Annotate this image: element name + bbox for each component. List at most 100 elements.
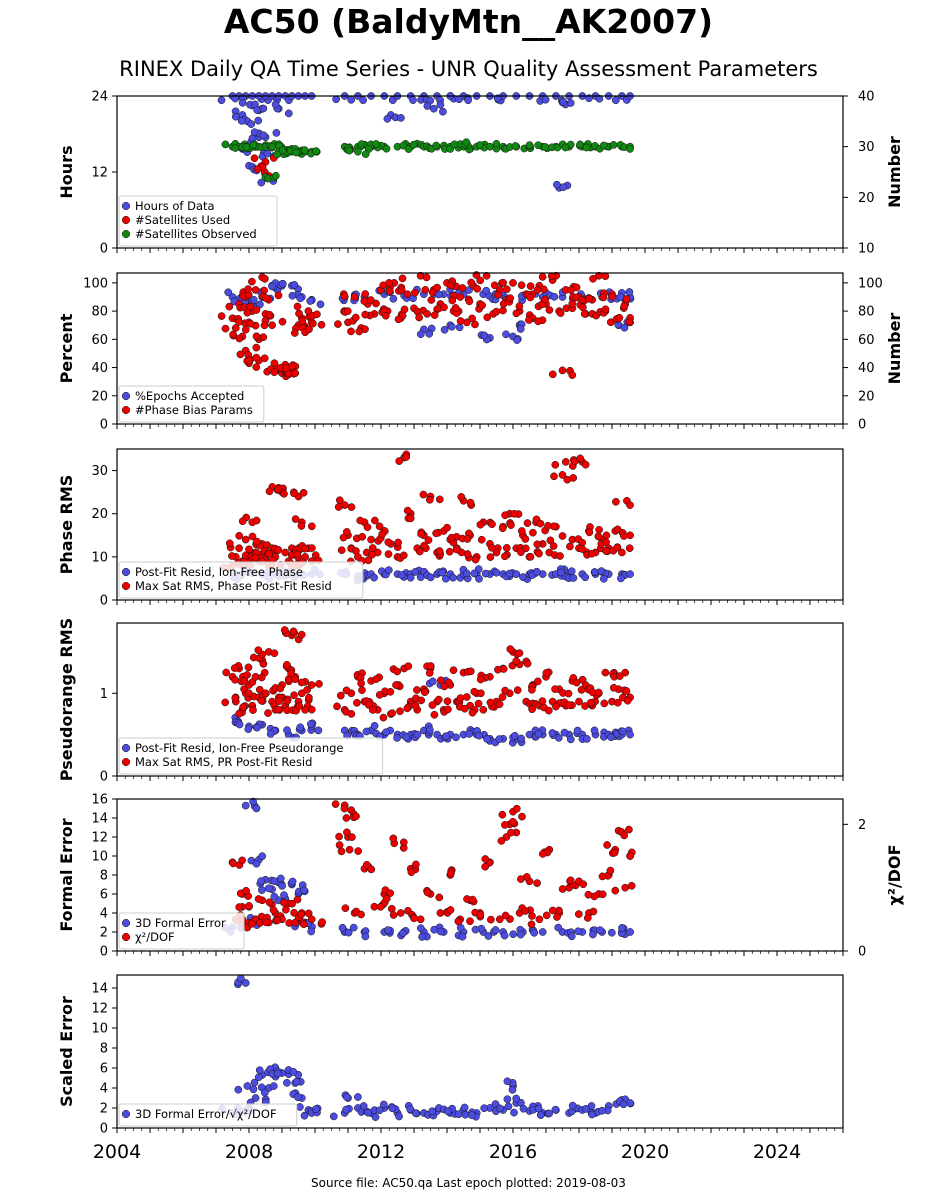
data-point-red [333, 702, 341, 711]
y-tick-label-right: 0 [858, 945, 866, 960]
data-point-red [558, 532, 567, 540]
data-point-red [443, 523, 451, 532]
data-point-blue [283, 1078, 291, 1087]
x-tick-label: 2016 [489, 1141, 537, 1163]
data-point-red [354, 847, 363, 855]
data-point-blue [316, 300, 325, 309]
data-point-blue [383, 114, 392, 123]
data-point-red [498, 810, 507, 819]
data-point-red [612, 497, 620, 506]
data-point-green [354, 147, 362, 156]
data-point-red [269, 906, 278, 914]
data-point-green [404, 145, 413, 153]
data-point-red [235, 903, 244, 911]
data-point-red [385, 279, 393, 287]
data-point-red [411, 288, 419, 297]
data-point-blue [388, 1104, 397, 1113]
data-point-blue [296, 723, 305, 732]
data-point-blue [259, 104, 268, 113]
data-point-blue [258, 886, 266, 894]
data-point-red [274, 485, 283, 494]
data-point-red [382, 894, 391, 903]
data-point-blue [384, 566, 393, 574]
data-point-blue [255, 1066, 264, 1075]
data-point-red [283, 697, 292, 706]
data-point-blue [438, 568, 446, 577]
data-point-red [499, 278, 507, 287]
data-point-blue [559, 183, 568, 192]
data-point-blue [557, 568, 565, 577]
data-point-red [544, 706, 553, 715]
data-point-red [253, 165, 262, 173]
data-point-red [548, 370, 557, 379]
data-point-red [307, 705, 316, 714]
data-point-red [528, 912, 536, 920]
data-point-blue [294, 1093, 302, 1102]
legend-label: Post-Fit Resid, Ion-Free Phase [135, 565, 303, 579]
data-point-red [594, 532, 603, 541]
data-point-red [579, 303, 587, 312]
data-point-red [587, 549, 596, 558]
x-tick-label: 2024 [753, 1141, 801, 1163]
y-tick-label: 100 [83, 276, 108, 291]
data-point-red [235, 317, 243, 326]
data-point-red [584, 890, 593, 899]
data-point-red [585, 294, 593, 303]
data-point-green [492, 139, 501, 148]
data-point-red [499, 306, 507, 315]
data-point-red [347, 327, 355, 336]
data-point-red [270, 649, 279, 658]
legend-label: χ²/DOF [135, 930, 175, 944]
data-point-red [260, 354, 269, 363]
data-point-red [558, 885, 567, 893]
data-point-blue [300, 1111, 309, 1120]
data-point-red [379, 713, 388, 722]
x-tick-label: 2004 [93, 1141, 141, 1163]
data-point-red [550, 472, 558, 481]
legend-marker [121, 743, 131, 753]
data-point-blue [545, 1109, 553, 1118]
data-point-green [409, 140, 418, 149]
y-tick-label: 0 [100, 1122, 108, 1137]
data-point-red [599, 293, 608, 302]
x-tick-label: 2012 [357, 1141, 405, 1163]
data-point-red [402, 453, 411, 461]
data-point-red [343, 828, 351, 837]
legend-box [118, 385, 265, 423]
data-point-blue [257, 877, 265, 885]
legend-marker [121, 1109, 131, 1119]
data-point-red [462, 693, 471, 701]
data-point-blue [464, 96, 472, 105]
data-point-red [347, 710, 356, 718]
data-point-red [363, 523, 372, 532]
data-point-red [368, 550, 376, 559]
data-point-green [231, 144, 240, 152]
data-point-red [339, 533, 348, 542]
data-point-red [280, 489, 288, 498]
x-tick-label: 2008 [225, 1141, 273, 1163]
data-point-blue [484, 932, 493, 940]
data-point-green [312, 147, 320, 155]
data-point-red [291, 675, 300, 684]
data-point-red [513, 686, 522, 694]
y-tick-label: 14 [91, 982, 108, 997]
data-point-red [235, 531, 244, 540]
data-point-red [361, 290, 370, 298]
data-point-blue [452, 733, 460, 742]
data-point-red [255, 685, 264, 694]
y-tick-label: 6 [100, 1062, 108, 1077]
data-point-blue [370, 721, 379, 730]
data-point-red [403, 290, 412, 299]
data-point-red [486, 553, 495, 561]
data-point-red [535, 915, 544, 924]
data-point-red [368, 706, 377, 714]
data-point-green [357, 140, 366, 148]
data-point-red [541, 295, 549, 304]
y-tick-label: 2 [100, 926, 108, 941]
data-point-red [297, 630, 306, 639]
data-point-blue [620, 323, 629, 332]
data-point-red [252, 516, 261, 525]
data-point-red [447, 869, 455, 878]
data-point-red [620, 302, 629, 311]
data-point-blue [471, 925, 480, 934]
